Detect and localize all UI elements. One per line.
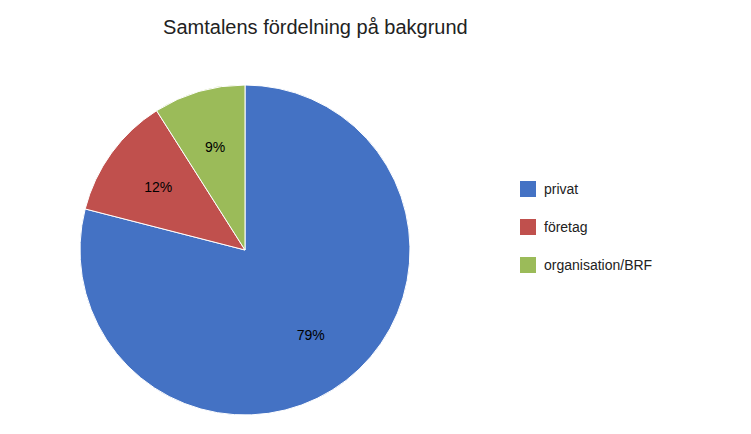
legend-label: privat <box>544 181 578 197</box>
legend-item: privat <box>520 181 578 197</box>
legend-swatch <box>520 257 536 273</box>
chart: Samtalens fördelning på bakgrund 79% 12% 9%… <box>0 0 751 434</box>
legend-item: företag <box>520 219 588 235</box>
pie <box>80 85 410 415</box>
legend-label: organisation/BRF <box>544 257 652 273</box>
data-label: 9% <box>205 139 225 155</box>
data-labels: 79% 12% 9% <box>144 139 325 343</box>
data-label: 12% <box>144 179 172 195</box>
legend-swatch <box>520 181 536 197</box>
legend: privat företag organisation/BRF <box>520 181 652 273</box>
page: {"chart_data": {"type": "pie", "title": … <box>0 0 751 434</box>
data-label: 79% <box>297 327 325 343</box>
slice <box>157 85 245 250</box>
title: Samtalens fördelning på bakgrund <box>163 16 468 38</box>
legend-label: företag <box>544 219 588 235</box>
slice <box>80 85 410 415</box>
legend-swatch <box>520 219 536 235</box>
legend-item: organisation/BRF <box>520 257 652 273</box>
